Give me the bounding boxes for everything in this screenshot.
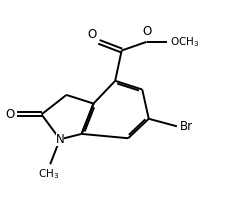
Text: Br: Br xyxy=(179,120,192,133)
Text: O: O xyxy=(87,28,96,41)
Text: O: O xyxy=(5,108,14,121)
Text: O: O xyxy=(141,25,151,38)
Text: OCH$_3$: OCH$_3$ xyxy=(170,35,199,49)
Text: CH$_3$: CH$_3$ xyxy=(38,167,59,181)
Text: N: N xyxy=(55,133,64,146)
